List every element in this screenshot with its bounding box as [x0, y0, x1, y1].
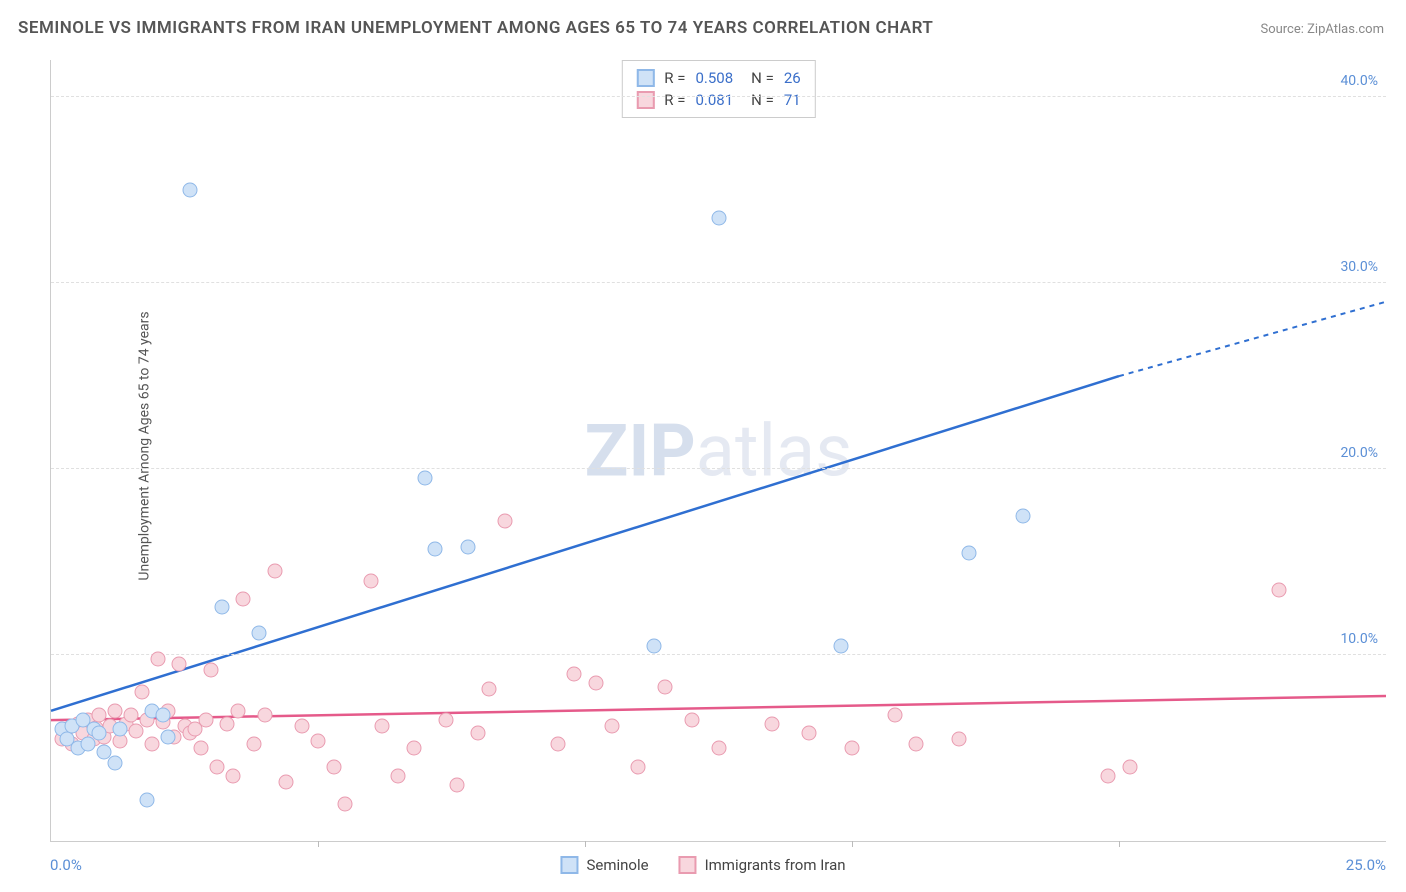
- scatter-point: [140, 793, 155, 808]
- chart-title: SEMINOLE VS IMMIGRANTS FROM IRAN UNEMPLO…: [18, 18, 933, 38]
- x-axis-min-label: 0.0%: [50, 856, 82, 874]
- plot-area: ZIPatlas R =0.508N =26R =0.081N =71 10.0…: [50, 60, 1386, 842]
- scatter-point: [471, 726, 486, 741]
- y-tick-label: 10.0%: [1340, 631, 1378, 647]
- scatter-point: [764, 716, 779, 731]
- scatter-point: [631, 759, 646, 774]
- scatter-point: [252, 625, 267, 640]
- scatter-point: [193, 741, 208, 756]
- bottom-legend: Seminole Immigrants from Iran: [560, 856, 845, 874]
- scatter-point: [834, 638, 849, 653]
- y-tick-label: 20.0%: [1340, 445, 1378, 461]
- scatter-point: [278, 774, 293, 789]
- scatter-point: [391, 768, 406, 783]
- gridline: [51, 282, 1386, 283]
- x-tick-mark: [852, 841, 853, 847]
- scatter-point: [1272, 582, 1287, 597]
- scatter-point: [417, 471, 432, 486]
- scatter-point: [909, 737, 924, 752]
- x-tick-mark: [585, 841, 586, 847]
- x-tick-mark: [318, 841, 319, 847]
- scatter-point: [1015, 508, 1030, 523]
- regression-line: [51, 696, 1386, 720]
- scatter-point: [497, 514, 512, 529]
- scatter-point: [311, 733, 326, 748]
- scatter-point: [658, 679, 673, 694]
- scatter-point: [108, 755, 123, 770]
- scatter-point: [449, 778, 464, 793]
- scatter-point: [407, 741, 422, 756]
- scatter-point: [134, 685, 149, 700]
- scatter-point: [220, 716, 235, 731]
- scatter-point: [182, 183, 197, 198]
- scatter-point: [567, 666, 582, 681]
- regression-line: [51, 376, 1119, 711]
- scatter-point: [481, 681, 496, 696]
- y-tick-label: 40.0%: [1340, 73, 1378, 89]
- legend-item: Immigrants from Iran: [679, 856, 846, 874]
- scatter-point: [150, 651, 165, 666]
- x-axis-max-label: 25.0%: [1346, 856, 1386, 874]
- legend-swatch: [560, 856, 578, 874]
- scatter-point: [887, 707, 902, 722]
- scatter-point: [845, 741, 860, 756]
- scatter-point: [156, 707, 171, 722]
- scatter-point: [198, 713, 213, 728]
- regression-lines-layer: [51, 60, 1386, 841]
- scatter-point: [604, 718, 619, 733]
- scatter-point: [124, 707, 139, 722]
- scatter-point: [337, 796, 352, 811]
- scatter-point: [209, 759, 224, 774]
- scatter-point: [1101, 768, 1116, 783]
- legend-label: Immigrants from Iran: [705, 856, 846, 874]
- legend-label: Seminole: [586, 856, 648, 874]
- scatter-point: [161, 729, 176, 744]
- scatter-point: [294, 718, 309, 733]
- scatter-point: [327, 759, 342, 774]
- scatter-point: [225, 768, 240, 783]
- gridline: [51, 468, 1386, 469]
- regression-line-dashed: [1119, 302, 1386, 376]
- scatter-point: [711, 211, 726, 226]
- scatter-point: [257, 707, 272, 722]
- scatter-point: [145, 737, 160, 752]
- scatter-point: [268, 564, 283, 579]
- scatter-point: [172, 657, 187, 672]
- scatter-point: [1122, 759, 1137, 774]
- scatter-point: [246, 737, 261, 752]
- scatter-point: [108, 703, 123, 718]
- y-tick-label: 30.0%: [1340, 259, 1378, 275]
- scatter-point: [802, 726, 817, 741]
- scatter-point: [951, 731, 966, 746]
- scatter-point: [214, 599, 229, 614]
- scatter-point: [92, 726, 107, 741]
- scatter-point: [230, 703, 245, 718]
- gridline: [51, 654, 1386, 655]
- scatter-point: [460, 540, 475, 555]
- source-label: Source: ZipAtlas.com: [1260, 22, 1384, 37]
- scatter-point: [204, 662, 219, 677]
- scatter-point: [364, 573, 379, 588]
- scatter-point: [428, 542, 443, 557]
- gridline: [51, 96, 1386, 97]
- x-tick-mark: [1119, 841, 1120, 847]
- scatter-point: [551, 737, 566, 752]
- scatter-point: [375, 718, 390, 733]
- legend-swatch: [679, 856, 697, 874]
- scatter-point: [113, 722, 128, 737]
- scatter-point: [439, 713, 454, 728]
- scatter-point: [236, 592, 251, 607]
- scatter-point: [962, 545, 977, 560]
- legend-item: Seminole: [560, 856, 648, 874]
- scatter-point: [711, 741, 726, 756]
- scatter-point: [647, 638, 662, 653]
- scatter-point: [588, 675, 603, 690]
- scatter-point: [684, 713, 699, 728]
